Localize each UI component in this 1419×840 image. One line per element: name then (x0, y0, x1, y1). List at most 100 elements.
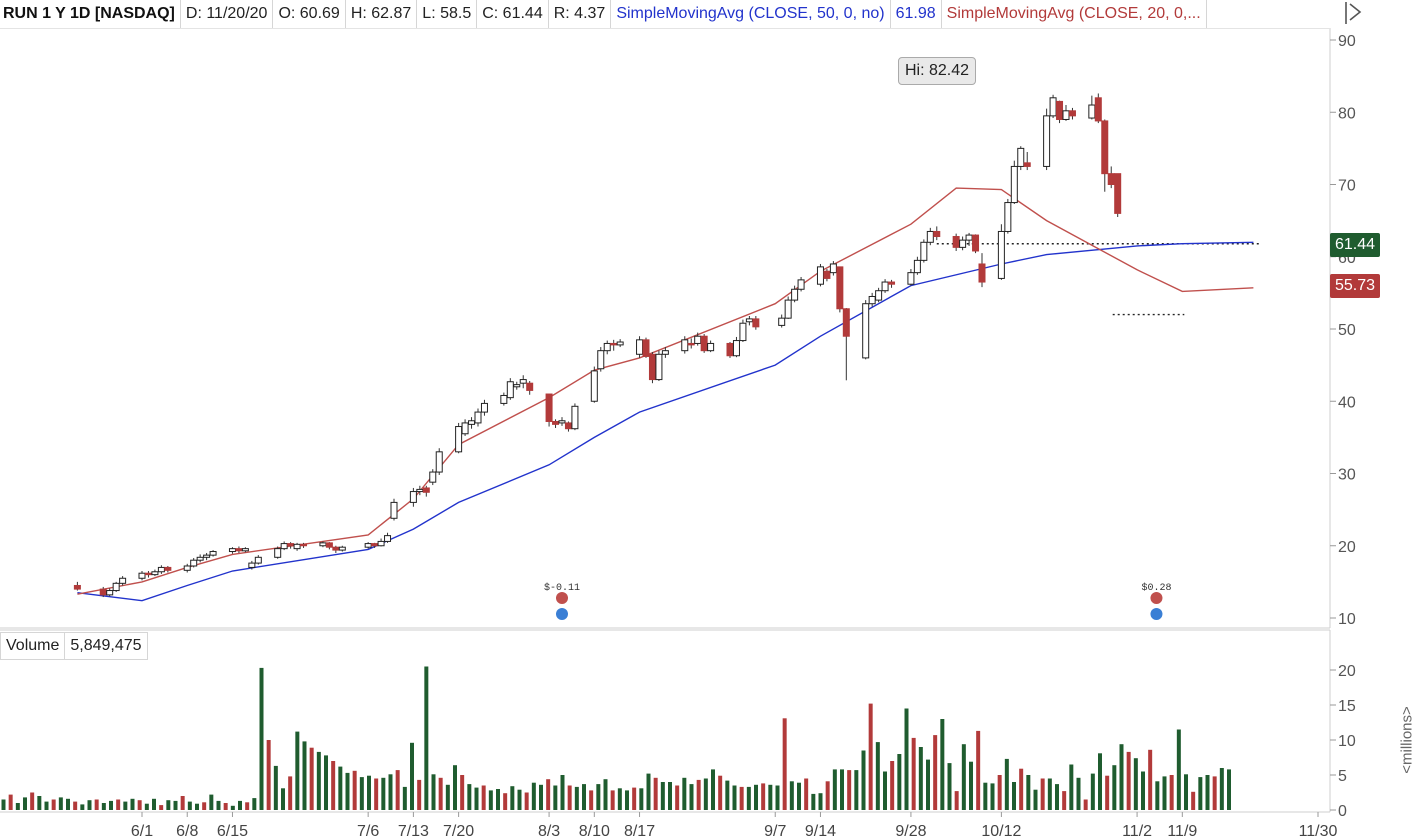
candle-body (416, 488, 424, 493)
candle-body (371, 543, 379, 547)
volume-bar (1205, 775, 1210, 810)
volume-bar (732, 785, 737, 810)
volume-bar (589, 790, 594, 810)
candle-body (99, 588, 107, 596)
candle-body (648, 353, 656, 381)
candle (952, 233, 960, 251)
volume-bar (675, 785, 680, 810)
volume-bar (166, 800, 171, 810)
volume-tick-label: 5 (1338, 768, 1347, 785)
date-tick-label: 6/8 (176, 823, 198, 840)
candle (144, 571, 152, 578)
candle-body (739, 322, 747, 342)
sma20-study-label[interactable]: SimpleMovingAvg (CLOSE, 20, 0,... (942, 0, 1207, 28)
symbol-title[interactable]: RUN 1 Y 1D [NASDAQ] (0, 0, 181, 28)
candle-body (926, 230, 934, 243)
date-tick-label: 7/20 (443, 823, 474, 840)
candle (784, 296, 792, 319)
candle (700, 334, 708, 353)
sma50-study-label[interactable]: SimpleMovingAvg (CLOSE, 50, 0, no) (611, 0, 891, 28)
candle-body (1004, 202, 1012, 232)
volume-bar (395, 770, 400, 810)
candle-body (319, 542, 327, 547)
candle-body (196, 556, 204, 561)
price-tick-label: 30 (1338, 467, 1356, 484)
volume-bar (123, 801, 128, 810)
candle-body (1010, 165, 1018, 204)
volume-bar (947, 763, 952, 810)
candle (384, 532, 392, 543)
chart-settings-icon[interactable] (1338, 0, 1364, 26)
candle-body (952, 236, 960, 248)
volume-bar (87, 800, 92, 810)
date-tick-label: 9/14 (805, 823, 836, 840)
candle-body (254, 556, 262, 564)
volume-bar (152, 798, 156, 810)
volume-bar (625, 790, 629, 810)
candle-body (1088, 104, 1096, 119)
candle-body (862, 303, 870, 359)
volume-bar (66, 798, 70, 810)
volume-bar (44, 801, 49, 810)
high-callout: Hi: 82.42 (898, 57, 977, 85)
volume-bar (761, 783, 766, 810)
volume-bar (460, 775, 465, 810)
volume-bar (668, 782, 672, 810)
volume-bar (1184, 774, 1188, 810)
candle-body (1068, 110, 1076, 117)
candle-body (506, 381, 514, 399)
price-tick-label: 20 (1338, 539, 1356, 556)
candle-body (164, 566, 172, 571)
volume-bar (94, 799, 99, 810)
volume-bar (567, 785, 572, 810)
candle (1023, 151, 1031, 171)
price-tick-label: 80 (1338, 105, 1356, 122)
volume-bar (417, 779, 422, 810)
volume-bar (230, 805, 235, 810)
volume-bar (739, 786, 744, 810)
candle (881, 279, 889, 293)
date-tick-label: 11/9 (1167, 823, 1197, 840)
volume-bar (904, 708, 909, 810)
candle-body (694, 335, 702, 344)
volume-bar (861, 750, 866, 810)
date-tick-label: 10/12 (981, 823, 1021, 840)
volume-bar (488, 790, 493, 810)
volume-label[interactable]: Volume (0, 632, 66, 660)
volume-bar (983, 782, 988, 810)
candle-body (1101, 120, 1109, 175)
volume-bar (367, 775, 371, 810)
volume-bar (1169, 775, 1174, 810)
candle (235, 546, 243, 553)
candle-body (564, 422, 572, 430)
candle-body (377, 540, 385, 547)
candle-body (978, 263, 986, 283)
volume-bar (438, 777, 443, 810)
volume-bar (546, 779, 551, 810)
volume-bar (926, 759, 930, 810)
volume-bar (646, 773, 651, 810)
candle (390, 498, 398, 521)
volume-bar (782, 718, 787, 810)
candle-body (933, 230, 941, 238)
volume-bar (431, 774, 436, 810)
candle-body (468, 420, 476, 425)
earnings-value-label: $-0.11 (544, 582, 580, 594)
volume-header: Volume 5,849,475 (0, 632, 148, 660)
candle (610, 339, 618, 351)
volume-axis: 0 5 10 15 20 (0, 630, 1356, 820)
candle (745, 315, 753, 326)
earnings-marker: $0.28 (1141, 582, 1171, 620)
candle-body (920, 241, 928, 261)
candle (429, 469, 437, 486)
candle (1068, 107, 1076, 120)
candle-body (73, 584, 81, 590)
date-tick-label: 11/30 (1299, 823, 1338, 840)
candle-body (836, 266, 844, 310)
volume-bar (137, 800, 142, 810)
candle-body (875, 290, 883, 301)
candle-body (338, 546, 346, 551)
volume-bar (1026, 775, 1031, 810)
candle-body (784, 299, 792, 319)
